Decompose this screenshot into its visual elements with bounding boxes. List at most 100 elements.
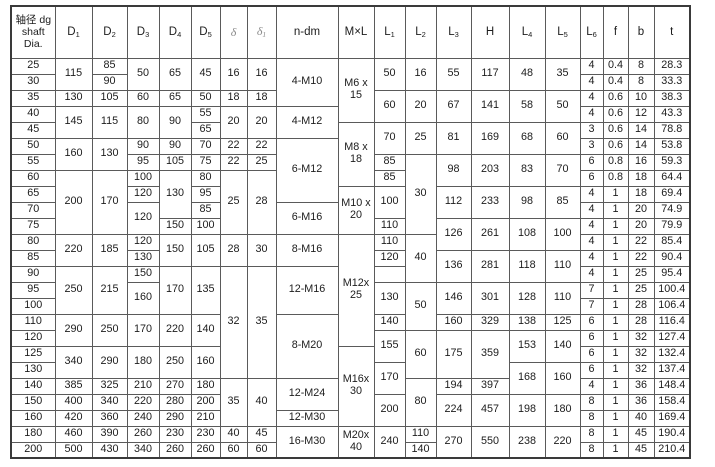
cell-n-dm-r22: 12-M30 (275, 409, 339, 427)
cell-D4-r22: 290 (158, 409, 192, 427)
cell-f-r19: 1 (602, 361, 629, 379)
cell-n-dm-r16: 8-M20 (275, 313, 339, 379)
cell-delta1-r5: 22 (246, 137, 277, 155)
cell-L1-r0: 50 (373, 57, 406, 91)
dimension-table: 轴径 dg shaft Dia. D1 D2 D3 D4 D5 δ δ1 n-dm M×L L1 L2… (10, 5, 691, 459)
cell-L4-r2: 58 (508, 89, 546, 123)
cell-L6-r21: 8 (579, 393, 604, 411)
cell-D2-r23: 390 (91, 425, 128, 443)
cell-L3-r0: 55 (435, 57, 472, 91)
cell-t-r18: 132.4 (653, 345, 691, 363)
cell-D2-r20: 325 (91, 377, 128, 395)
cell-f-r12: 1 (602, 249, 629, 267)
cell-L1-r17: 155 (373, 329, 406, 363)
cell-D4-r7: 130 (158, 169, 192, 219)
cell-f-r11: 1 (602, 233, 629, 251)
cell-H-r12: 281 (470, 249, 510, 283)
cell-H-r10: 261 (470, 217, 510, 251)
table-row: 85 130 120 136 281 118 110 4 1 22 90.4 (10, 249, 691, 283)
cell-shaft-r23: 180 (10, 425, 56, 443)
col-header-delta1: δ1 (246, 5, 277, 59)
cell-delta1-r2: 18 (246, 89, 277, 107)
cell-D4-r16: 220 (158, 313, 192, 347)
cell-L6-r1: 4 (579, 73, 604, 91)
cell-L6-r8: 4 (579, 185, 604, 203)
cell-f-r17: 1 (602, 329, 629, 347)
cell-delta-r3: 20 (219, 105, 248, 139)
cell-D5-r16: 140 (190, 313, 221, 347)
cell-D3-r5: 90 (126, 137, 160, 155)
cell-D2-r18: 290 (91, 345, 128, 379)
cell-L1-r4: 70 (373, 121, 406, 155)
cell-D2-r13: 215 (91, 265, 128, 315)
cell-L5-r4: 60 (544, 121, 581, 155)
cell-L5-r12: 110 (544, 249, 581, 283)
cell-delta-r7: 25 (219, 169, 248, 235)
cell-L4-r14: 128 (508, 281, 546, 315)
cell-D3-r11: 120 (126, 233, 160, 251)
cell-H-r4: 169 (470, 121, 510, 155)
cell-L2-r11: 40 (404, 233, 437, 283)
cell-D3-r13: 150 (126, 265, 160, 283)
cell-D5-r6: 75 (190, 153, 221, 171)
cell-b-r7: 18 (627, 169, 655, 187)
cell-L3-r21: 224 (435, 393, 472, 427)
col-header-t: t (653, 5, 691, 59)
cell-b-r16: 28 (627, 313, 655, 331)
cell-t-r5: 53.8 (653, 137, 691, 155)
col-header-H: H (470, 5, 510, 59)
col-header-L5: L5 (544, 5, 581, 59)
cell-D4-r13: 170 (158, 265, 192, 315)
cell-H-r8: 233 (470, 185, 510, 219)
cell-D1-r11: 220 (54, 233, 93, 267)
cell-D5-r13: 135 (190, 265, 221, 315)
cell-L5-r8: 85 (544, 185, 581, 219)
cell-L6-r6: 6 (579, 153, 604, 171)
cell-b-r24: 45 (627, 441, 655, 459)
cell-D5-r9: 85 (190, 201, 221, 219)
cell-t-r3: 43.3 (653, 105, 691, 123)
table-row: 65 120 95 M10 x 20 100 112 233 98 85 4 1 18 69.4 (10, 185, 691, 235)
cell-D1-r2: 130 (54, 89, 93, 107)
table-row: 45 65 M8 x 18 70 25 81 169 68 60 3 0.6 14 78.8 (10, 121, 691, 187)
cell-t-r4: 78.8 (653, 121, 691, 139)
cell-f-r21: 1 (602, 393, 629, 411)
cell-b-r6: 16 (627, 153, 655, 171)
cell-t-r10: 79.9 (653, 217, 691, 235)
cell-L6-r4: 3 (579, 121, 604, 139)
cell-D2-r0: 85 (91, 57, 128, 75)
cell-L5-r17: 140 (544, 329, 581, 363)
table-row: 110 290 250 170 220 140 8-M20 140 160 329 138 125 6 1… (10, 313, 691, 379)
cell-D3-r14: 160 (126, 281, 160, 315)
cell-shaft-r5: 50 (10, 137, 56, 155)
cell-shaft-r6: 55 (10, 153, 56, 171)
cell-L6-r0: 4 (579, 57, 604, 75)
cell-L2-r24: 140 (404, 441, 437, 459)
col-header-L4: L4 (508, 5, 546, 59)
cell-D3-r9: 120 (126, 201, 160, 235)
cell-f-r20: 1 (602, 377, 629, 395)
cell-delta1-r11: 30 (246, 233, 277, 267)
header-row: 轴径 dg shaft Dia. D1 D2 D3 D4 D5 δ δ1 n-dm M×L L1 L2… (10, 5, 691, 59)
cell-b-r12: 22 (627, 249, 655, 267)
col-header-MxL: M×L (337, 5, 375, 59)
table-row: 50 160 130 90 90 70 22 22 6-M12 3 0.6 14 53.8 (10, 137, 691, 203)
cell-L6-r13: 4 (579, 265, 604, 283)
cell-delta1-r24: 60 (246, 441, 277, 459)
cell-f-r2: 0.6 (602, 89, 629, 107)
cell-D4-r18: 250 (158, 345, 192, 379)
cell-L6-r11: 4 (579, 233, 604, 251)
cell-L3-r8: 112 (435, 185, 472, 219)
cell-D4-r11: 150 (158, 233, 192, 267)
cell-shaft-r3: 40 (10, 105, 56, 123)
cell-L1-r10: 110 (373, 217, 406, 235)
cell-t-r2: 38.3 (653, 89, 691, 107)
cell-D2-r5: 130 (91, 137, 128, 171)
cell-b-r21: 36 (627, 393, 655, 411)
cell-L1-r19: 170 (373, 361, 406, 395)
cell-D2-r22: 360 (91, 409, 128, 427)
col-header-D4: D4 (158, 5, 192, 59)
cell-shaft-r0: 25 (10, 57, 56, 75)
cell-L2-r20: 80 (404, 377, 437, 427)
cell-D4-r0: 65 (158, 57, 192, 91)
